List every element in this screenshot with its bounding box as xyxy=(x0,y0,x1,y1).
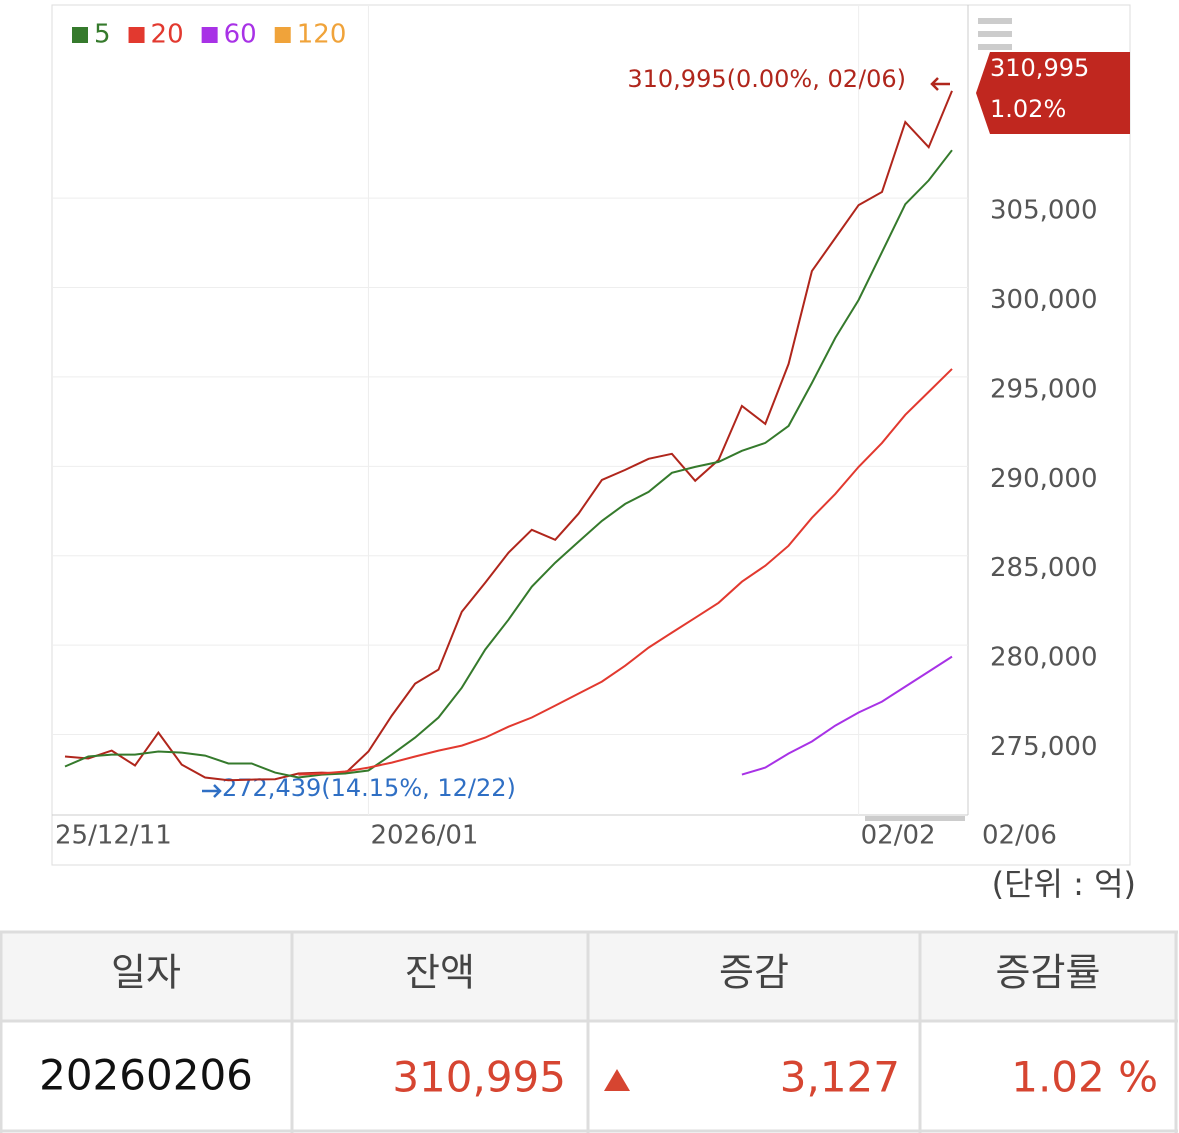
legend-label: 120 xyxy=(297,20,347,50)
legend-swatch xyxy=(72,27,88,43)
legend-swatch xyxy=(274,27,291,43)
series-line xyxy=(298,368,953,776)
table-header: 일자 xyxy=(111,951,181,995)
y-tick-label: 300,000 xyxy=(990,285,1098,315)
min-annotation: 272,439(14.15%, 12/22) xyxy=(222,774,516,802)
last-value: 310,995 xyxy=(990,54,1089,82)
series-line xyxy=(741,655,953,776)
x-tick-label: 02/02 xyxy=(861,821,936,851)
y-tick-label: 275,000 xyxy=(990,732,1098,762)
series-line xyxy=(64,149,953,779)
x-tick-label: 2026/01 xyxy=(370,821,478,851)
unit-label: (단위 : 억) xyxy=(992,865,1136,903)
x-tick-label: 25/12/11 xyxy=(55,821,172,851)
legend-swatch xyxy=(128,27,145,43)
y-tick-label: 290,000 xyxy=(990,464,1098,494)
legend-label: 20 xyxy=(151,20,184,50)
scrollbar[interactable] xyxy=(865,816,965,821)
table-lines xyxy=(0,930,1178,1133)
y-tick-label: 305,000 xyxy=(990,196,1098,226)
legend-label: 60 xyxy=(224,20,257,50)
legend-swatch xyxy=(201,27,218,43)
menu-icon[interactable] xyxy=(978,18,1012,50)
up-icon xyxy=(604,1069,630,1091)
grid xyxy=(52,5,968,815)
last-change: 1.02% xyxy=(990,95,1066,123)
table-header: 증감률 xyxy=(996,951,1101,995)
y-tick-label: 280,000 xyxy=(990,643,1098,673)
table-header: 증감 xyxy=(719,951,789,995)
max-arrow xyxy=(930,77,950,91)
y-tick-label: 285,000 xyxy=(990,553,1098,583)
table-header: 잔액 xyxy=(405,951,475,995)
table-cell: 20260206 xyxy=(39,1051,253,1100)
min-arrow xyxy=(202,784,222,798)
series-line xyxy=(64,90,953,782)
chart-frame xyxy=(51,4,1131,866)
last-value-tag xyxy=(976,52,1130,134)
max-annotation: 310,995(0.00%, 02/06) xyxy=(627,65,906,93)
y-tick-label: 295,000 xyxy=(990,374,1098,404)
table-cell: 1.02 % xyxy=(1011,1053,1158,1102)
table-cell: 310,995 xyxy=(392,1053,566,1102)
table-cell: 3,127 xyxy=(780,1053,900,1102)
x-tick-label: 02/06 xyxy=(982,821,1057,851)
legend-label: 5 xyxy=(94,20,111,50)
